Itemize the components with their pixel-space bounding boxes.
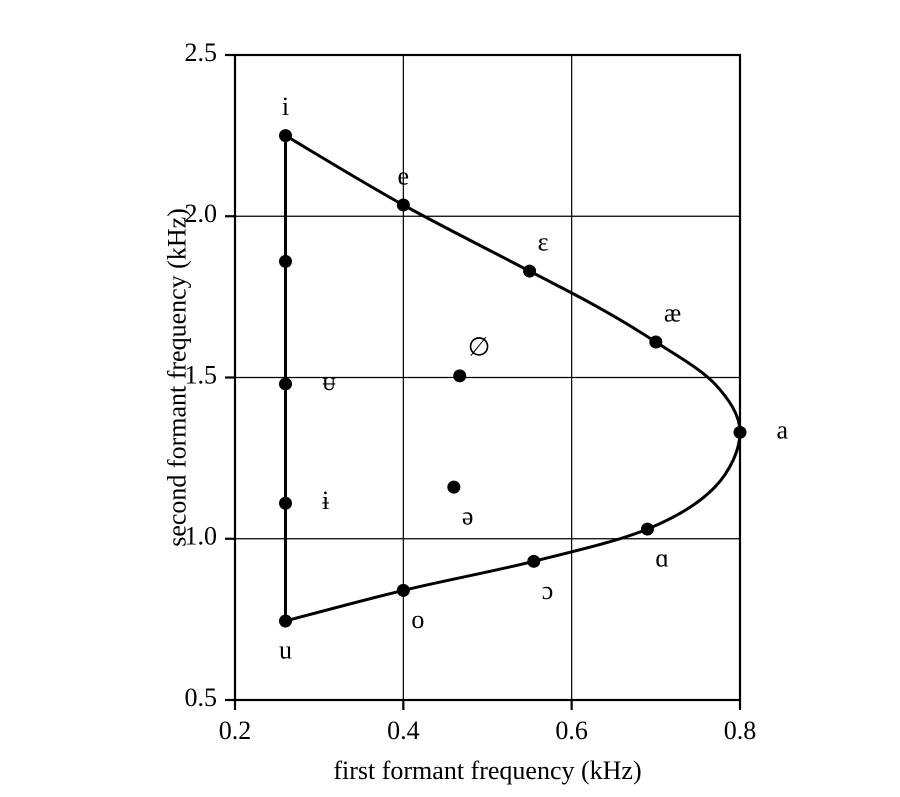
vowel-label: o xyxy=(411,605,424,634)
x-tick-label: 0.8 xyxy=(724,716,757,745)
vowel-label: ɛ xyxy=(538,228,549,257)
x-axis-label: first formant frequency (kHz) xyxy=(333,756,641,785)
vowel-point xyxy=(649,336,662,349)
x-tick-label: 0.4 xyxy=(387,716,420,745)
vowel-point xyxy=(279,377,292,390)
vowel-point xyxy=(641,523,654,536)
vowel-point xyxy=(279,255,292,268)
y-tick-label: 0.5 xyxy=(185,683,218,712)
vowel-label: ᵾ xyxy=(322,367,336,396)
vowel-label: ɨ xyxy=(322,486,329,515)
formant-chart: ieɛæaɑɔou∅əᵾɨ0.20.40.60.80.51.01.52.02.5… xyxy=(0,0,900,797)
vowel-label: ∅ xyxy=(468,332,491,361)
vowel-point xyxy=(527,555,540,568)
vowel-label: ɔ xyxy=(542,576,554,605)
y-tick-label: 2.5 xyxy=(185,38,218,67)
vowel-point xyxy=(447,481,460,494)
vowel-point xyxy=(279,129,292,142)
vowel-point xyxy=(734,426,747,439)
y-axis-label: second formant frequency (kHz) xyxy=(162,208,191,547)
vowel-point xyxy=(397,198,410,211)
vowel-label: æ xyxy=(664,299,681,328)
x-tick-label: 0.2 xyxy=(219,716,252,745)
vowel-label: e xyxy=(398,161,410,190)
vowel-label: ə xyxy=(462,502,474,531)
x-tick-label: 0.6 xyxy=(555,716,588,745)
vowel-point xyxy=(279,614,292,627)
vowel-point xyxy=(453,369,466,382)
vowel-label: ɑ xyxy=(655,544,669,573)
vowel-point xyxy=(397,584,410,597)
vowel-point xyxy=(279,497,292,510)
vowel-label: a xyxy=(777,415,789,444)
vowel-label: u xyxy=(279,635,292,664)
vowel-point xyxy=(523,265,536,278)
vowel-label: i xyxy=(282,92,289,121)
